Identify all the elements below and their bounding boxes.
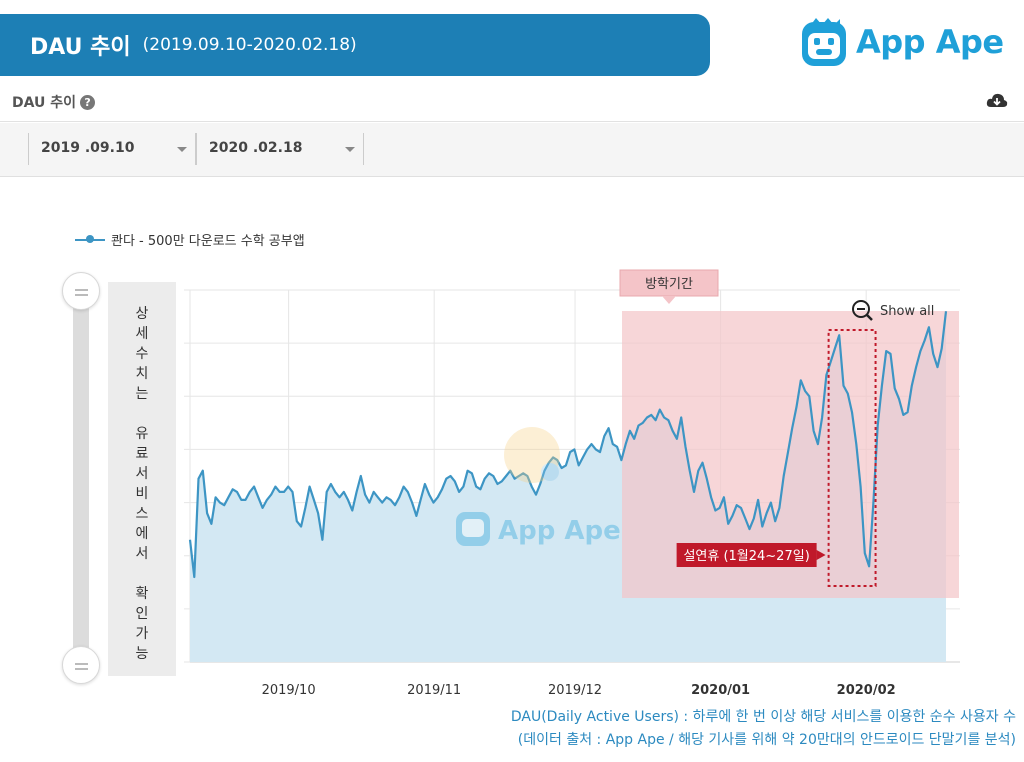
side-note-char: 치 <box>135 366 149 382</box>
side-note-char: 상 <box>135 306 149 322</box>
show-all-label: Show all <box>880 304 934 319</box>
x-tick-label: 2019/11 <box>407 683 461 698</box>
chart-legend[interactable]: 콴다 - 500만 다운로드 수학 공부앱 <box>75 230 305 249</box>
lunar-new-year-box <box>827 329 877 587</box>
title-banner: DAU 추이 (2019.09.10-2020.02.18) <box>0 14 710 76</box>
legend-line-marker <box>75 234 105 243</box>
x-tick-label: 2020/01 <box>691 683 750 698</box>
side-note-char: 확 <box>135 586 149 602</box>
holiday-label: 설연휴 (1월24~27일) <box>676 543 826 567</box>
start-date-value: 2019 .09.10 <box>41 140 135 156</box>
side-note-char: 서 <box>135 466 149 482</box>
side-note-char: 는 <box>135 386 149 402</box>
range-slider-top-handle[interactable] <box>62 272 100 310</box>
vacation-period-band <box>622 311 959 598</box>
show-all-control[interactable]: Show all <box>852 300 934 321</box>
side-note-char: 능 <box>135 646 149 662</box>
date-range-bar: 2019 .09.10 2020 .02.18 <box>0 123 1024 177</box>
side-note-char: 유 <box>135 426 149 442</box>
footer-line-1: DAU(Daily Active Users) : 하루에 한 번 이상 해당 … <box>510 709 1016 725</box>
svg-text:App Ape: App Ape <box>498 516 621 546</box>
ape-face-icon <box>802 18 846 66</box>
end-date-value: 2020 .02.18 <box>209 140 303 156</box>
side-note-char: 스 <box>135 506 149 522</box>
side-note-char: 료 <box>135 446 149 462</box>
question-circle-icon[interactable]: ? <box>80 95 96 110</box>
vacation-label: 방학기간 <box>619 269 719 304</box>
x-tick-label: 2019/10 <box>262 683 316 698</box>
x-tick-label: 2019/12 <box>548 683 602 698</box>
side-note-char: 에 <box>135 526 149 542</box>
page-title-range: (2019.09.10-2020.02.18) <box>142 35 357 55</box>
subheader: DAU 추이? <box>0 82 1024 122</box>
series-area <box>190 311 946 662</box>
side-note-char: 가 <box>135 626 149 642</box>
page-title: DAU 추이 <box>30 35 131 60</box>
end-date-select[interactable]: 2020 .02.18 <box>196 133 364 165</box>
footer-note: DAU(Daily Active Users) : 하루에 한 번 이상 해당 … <box>511 706 1016 752</box>
x-tick-label: 2020/02 <box>837 683 896 698</box>
section-label-text: DAU 추이 <box>12 95 77 111</box>
app-ape-logo: App Ape <box>800 16 1004 68</box>
cloud-download-icon[interactable] <box>986 92 1008 110</box>
range-slider-bottom-handle[interactable] <box>62 646 100 684</box>
chevron-down-icon <box>177 147 187 152</box>
zoom-out-icon <box>852 300 870 318</box>
start-date-select[interactable]: 2019 .09.10 <box>28 133 196 165</box>
brand-name: App Ape <box>856 23 1004 61</box>
series-line <box>188 311 948 579</box>
app-ape-watermark: App Ape <box>456 427 621 546</box>
side-note-char: 세 <box>135 326 149 342</box>
legend-series-label: 콴다 - 500만 다운로드 수학 공부앱 <box>111 234 305 249</box>
footer-line-2: (데이터 출처 : App Ape / 해당 기사를 위해 약 20만대의 안드… <box>517 732 1016 748</box>
vacation-label-text: 방학기간 <box>645 277 693 292</box>
holiday-label-text: 설연휴 (1월24~27일) <box>683 549 809 564</box>
range-slider-track[interactable] <box>73 290 89 660</box>
side-note-char: 수 <box>135 346 149 362</box>
side-note-char: 인 <box>135 606 149 622</box>
side-note-char: 서 <box>135 546 149 562</box>
side-note-char: 비 <box>135 486 149 502</box>
section-label: DAU 추이? <box>12 92 96 112</box>
chevron-down-icon <box>345 147 355 152</box>
